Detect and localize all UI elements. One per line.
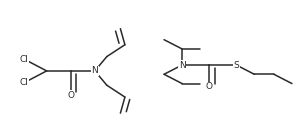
Text: Cl: Cl: [20, 55, 29, 64]
Text: N: N: [92, 66, 98, 75]
Text: S: S: [233, 60, 239, 70]
Text: O: O: [206, 82, 213, 91]
Text: O: O: [67, 91, 74, 100]
Text: Cl: Cl: [20, 78, 29, 87]
Text: N: N: [179, 60, 185, 70]
